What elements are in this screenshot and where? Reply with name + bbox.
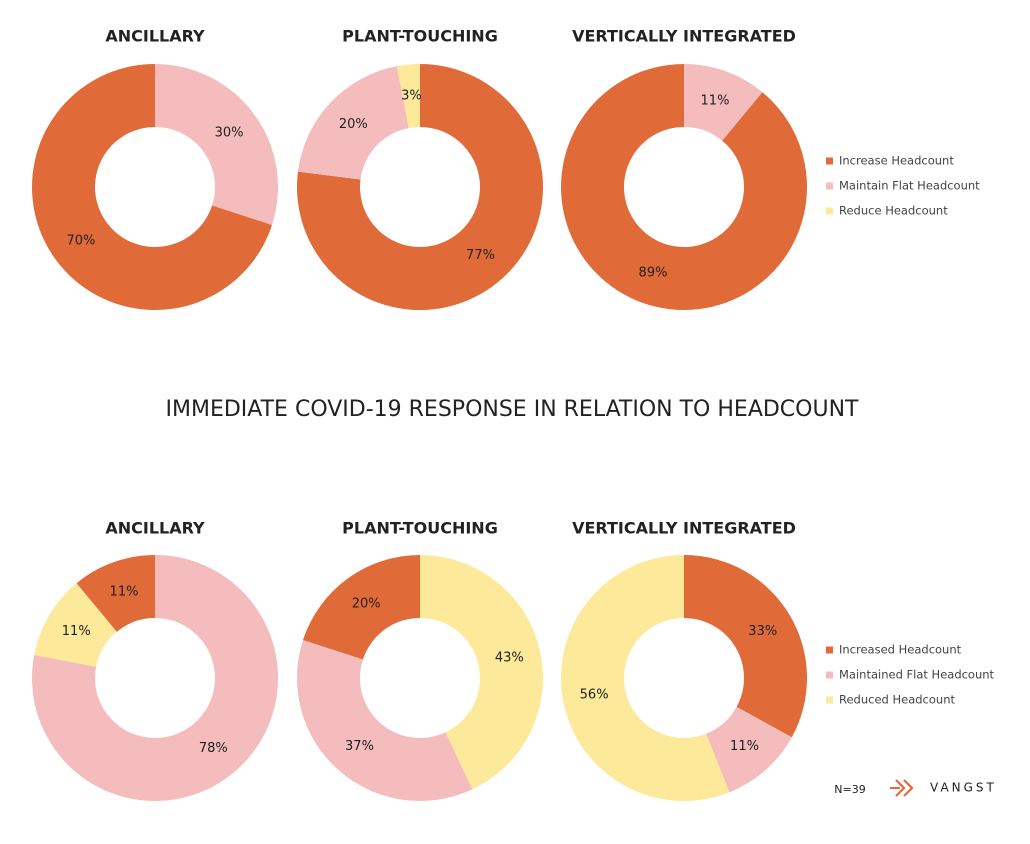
slice: [31, 64, 272, 310]
legend-swatch: [826, 182, 833, 190]
legend-swatch: [826, 646, 833, 654]
legend-swatch: [826, 207, 833, 215]
data-label: 20%: [339, 117, 368, 132]
slice: [296, 64, 543, 310]
slice: [76, 555, 155, 632]
slice: [297, 639, 473, 801]
legend-label: Increase Headcount: [839, 154, 954, 168]
data-label: 11%: [730, 739, 759, 754]
heading: IMMEDIATE COVID-19 RESPONSE IN RELATION …: [166, 397, 860, 422]
chart-title: PLANT-TOUCHING: [342, 27, 498, 46]
data-label: 11%: [110, 584, 139, 599]
data-label: 33%: [748, 624, 777, 639]
legend-label: Reduce Headcount: [839, 204, 948, 218]
data-label: 20%: [352, 596, 381, 611]
slice: [396, 64, 420, 129]
data-label: 37%: [345, 739, 374, 754]
data-label: 89%: [639, 266, 668, 281]
slice: [706, 706, 792, 793]
legend-swatch: [826, 696, 833, 704]
legend-label: Reduced Headcount: [839, 693, 955, 707]
legend-label: Maintained Flat Headcount: [839, 668, 995, 682]
data-label: 70%: [67, 233, 96, 248]
brand-logo: [890, 779, 914, 797]
chart-title: ANCILLARY: [105, 519, 205, 538]
brand: VANGST: [930, 781, 997, 795]
legend-swatch: [826, 671, 833, 679]
slice: [34, 583, 117, 667]
chart-title: ANCILLARY: [105, 27, 205, 46]
data-label: 78%: [199, 741, 228, 756]
slice: [155, 64, 278, 226]
chart-title: PLANT-TOUCHING: [342, 519, 498, 538]
data-label: 56%: [580, 688, 609, 703]
data-label: 3%: [401, 88, 422, 103]
slice: [420, 555, 543, 790]
data-label: 30%: [215, 126, 244, 141]
slice: [297, 66, 409, 180]
slice: [32, 555, 278, 801]
data-label: 43%: [495, 651, 524, 666]
legend-label: Increased Headcount: [839, 643, 962, 657]
n-label: N=39: [834, 783, 865, 796]
slice: [684, 555, 807, 738]
data-label: 11%: [701, 93, 730, 108]
data-label: 77%: [466, 248, 495, 263]
legend-label: Maintain Flat Headcount: [839, 179, 980, 193]
legend-swatch: [826, 157, 833, 165]
chart-title: VERTICALLY INTEGRATED: [572, 519, 796, 538]
logo-icon: [895, 779, 914, 797]
data-label: 11%: [62, 624, 91, 639]
slice: [303, 555, 420, 660]
slice: [684, 64, 763, 141]
slice: [560, 64, 807, 310]
slice: [560, 555, 730, 801]
chart-title: VERTICALLY INTEGRATED: [572, 27, 796, 46]
